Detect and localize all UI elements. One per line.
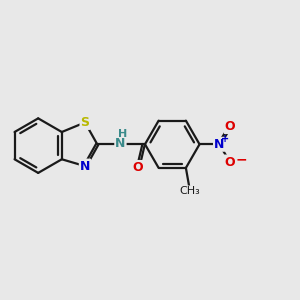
Text: N: N <box>214 138 224 151</box>
Text: N: N <box>80 160 90 172</box>
Text: O: O <box>225 120 236 133</box>
Text: S: S <box>80 116 89 129</box>
Text: O: O <box>133 161 143 174</box>
Text: +: + <box>220 134 229 144</box>
Text: O: O <box>225 155 236 169</box>
Text: CH₃: CH₃ <box>180 186 200 196</box>
Text: H: H <box>118 130 127 140</box>
Text: −: − <box>235 153 247 167</box>
Text: N: N <box>115 137 126 150</box>
